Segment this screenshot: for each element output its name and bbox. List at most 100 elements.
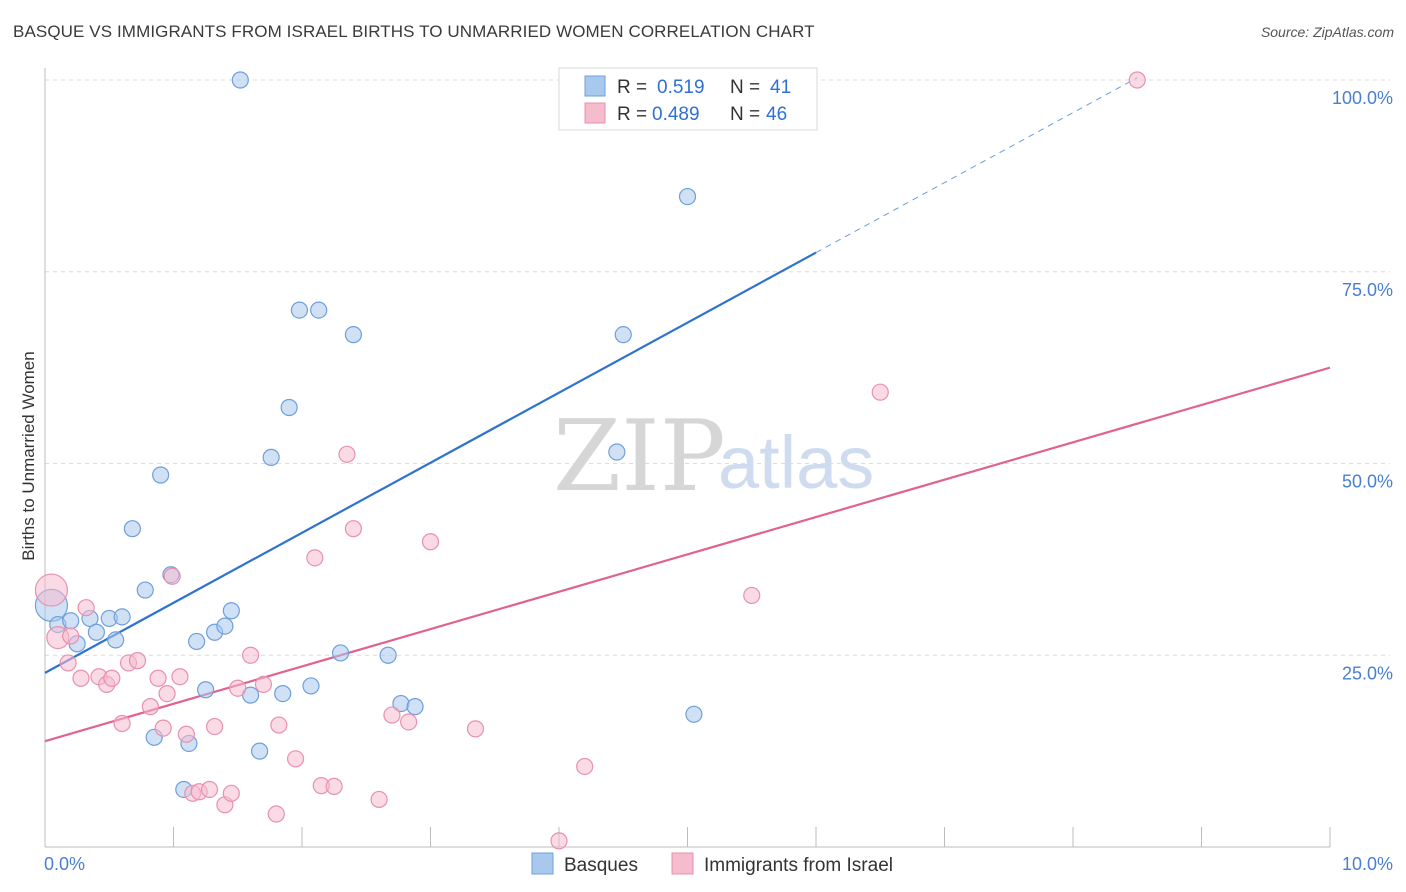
data-point [242, 646, 260, 664]
data-point [267, 805, 285, 823]
x-tick-labels: 0.0% 10.0% [44, 854, 1393, 874]
data-point [1128, 71, 1146, 89]
data-point [274, 684, 292, 703]
data-point [59, 654, 77, 672]
legend-swatch-basques [584, 75, 606, 97]
data-point [188, 632, 206, 651]
data-point [136, 581, 154, 599]
correlation-legend: R = 0.519 N = 41 R = 0.489 N = 46 [558, 67, 818, 131]
y-tick-label-0: 100.0% [1332, 88, 1393, 108]
series-1-points [34, 71, 1146, 850]
legend-r-value-2: 0.489 [652, 104, 700, 125]
watermark-atlas: atlas [718, 421, 874, 504]
data-point [421, 533, 440, 551]
y-tick-label-2: 50.0% [1342, 472, 1393, 492]
data-point [222, 602, 240, 620]
data-point [685, 705, 703, 723]
data-point [197, 681, 215, 699]
data-point [216, 617, 234, 635]
data-point [325, 777, 343, 796]
data-point [280, 398, 298, 417]
data-point [344, 520, 362, 538]
data-point [576, 757, 594, 776]
data-point [103, 669, 121, 687]
legend-r-value-1: 0.519 [657, 77, 705, 98]
x-tick-label-1: 10.0% [1342, 854, 1393, 874]
series-legend: Basques Immigrants from Israel [531, 852, 893, 876]
y-axis-title: Births to Unmarried Women [19, 351, 38, 560]
watermark-zip: ZIP [553, 400, 726, 514]
data-points [34, 71, 1146, 850]
y-tick-labels: 100.0% 75.0% 50.0% 25.0% [1332, 88, 1393, 683]
bottom-legend-label-israel: Immigrants from Israel [704, 855, 893, 876]
data-point [107, 631, 125, 649]
data-point [87, 623, 106, 641]
data-point [379, 646, 397, 664]
data-point [290, 301, 309, 319]
data-point [262, 448, 280, 466]
legend-n-value-2: 46 [766, 104, 787, 125]
data-point [62, 612, 80, 630]
data-point [149, 669, 167, 687]
data-point [254, 675, 273, 693]
data-point [113, 714, 131, 733]
data-point [608, 443, 626, 461]
data-point [550, 832, 568, 850]
data-point [286, 750, 305, 768]
legend-n-label-1: N = [730, 77, 760, 98]
data-point [154, 719, 172, 737]
data-point [270, 716, 288, 734]
data-point [743, 586, 761, 605]
grid-lines [45, 79, 1390, 656]
data-point [231, 71, 249, 89]
data-point [177, 725, 195, 743]
data-point [123, 520, 141, 538]
watermark: ZIP atlas [553, 400, 874, 514]
data-point [72, 669, 90, 687]
trend-line-0 [44, 251, 817, 674]
data-point [77, 599, 95, 617]
data-point [344, 326, 362, 344]
data-point [141, 698, 159, 716]
y-tick-label-3: 25.0% [1342, 663, 1393, 683]
data-point [302, 677, 320, 695]
data-point [250, 742, 269, 760]
y-tick-label-1: 75.0% [1342, 280, 1393, 300]
legend-n-label-2: N = [730, 104, 760, 125]
data-point [678, 187, 697, 206]
legend-n-value-1: 41 [770, 77, 791, 98]
data-point [466, 720, 485, 738]
data-point [163, 567, 181, 585]
data-point [614, 326, 632, 344]
legend-r-label-1: R = [617, 77, 647, 98]
data-point [34, 573, 69, 607]
data-point [206, 717, 224, 736]
bottom-legend-label-basques: Basques [564, 855, 638, 876]
data-point [113, 608, 131, 626]
data-point [310, 301, 328, 319]
data-point [338, 445, 356, 463]
chart-title: BASQUE VS IMMIGRANTS FROM ISRAEL BIRTHS … [13, 22, 815, 41]
source-label: Source: ZipAtlas.com [1260, 24, 1394, 40]
bottom-legend-swatch-israel [671, 852, 694, 875]
data-point [128, 652, 147, 670]
data-point [222, 784, 240, 802]
data-point [171, 668, 189, 686]
legend-r-label-2: R = [617, 104, 647, 125]
legend-swatch-israel [584, 102, 606, 124]
data-point [152, 466, 170, 484]
data-point [406, 698, 424, 716]
data-point [229, 679, 247, 697]
data-point [158, 684, 176, 703]
data-point [370, 790, 388, 809]
data-point [62, 627, 80, 645]
x-tick-label-0: 0.0% [44, 854, 85, 874]
data-point [400, 713, 418, 731]
data-point [383, 706, 401, 724]
data-point [871, 383, 889, 401]
trend-line-extension-0 [815, 77, 1138, 254]
data-point [306, 549, 324, 567]
data-point [200, 780, 219, 799]
bottom-legend-swatch-basques [531, 852, 554, 875]
